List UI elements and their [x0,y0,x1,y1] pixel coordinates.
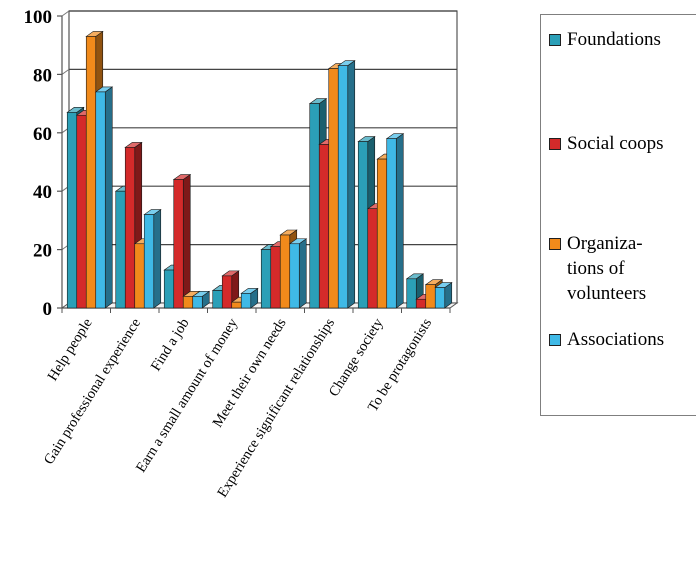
bar-front [115,190,126,309]
bar-front [260,249,272,309]
legend-swatch [549,238,561,250]
legend-label: Organiza- tions of volunteers [567,233,647,304]
bar-front [328,68,339,309]
bar-front [163,269,175,309]
bar-front [279,234,291,309]
bar-front [76,114,87,309]
y-tick-label: 80 [33,65,52,86]
legend-label: Social coops [567,133,664,154]
bar-side [395,133,404,309]
bar-side [104,86,113,309]
bar-side [298,238,307,309]
bar-front [182,296,194,309]
bar-front [212,290,223,309]
bar [221,270,240,309]
legend-item: Foundations [549,27,696,52]
bar [337,60,356,309]
bar-side [153,208,162,309]
bar [94,86,114,309]
bar-layer [66,30,453,309]
y-tick-label: 20 [33,241,52,262]
legend-swatch [549,334,561,346]
bar-side [182,173,191,309]
bar [172,173,192,309]
bar-front [221,275,233,309]
bar-front [231,301,242,309]
y-tick-label: 100 [24,7,53,28]
legend-label: Foundations [567,29,661,50]
bar-front [376,158,388,309]
bar [434,281,453,309]
bar [288,238,308,309]
bar [240,287,259,309]
bar-front [192,296,203,309]
bar-front [337,65,349,309]
bar-front [240,293,252,309]
legend-label: Associations [567,329,665,350]
gridline-depth [61,68,70,75]
x-category-label: Help people [45,316,96,384]
legend-item: Associations [549,327,696,352]
bar-front [289,243,300,309]
bar-front [173,179,184,309]
legend-item: Social coops [549,131,696,156]
bar-front [134,243,145,309]
bar-front [357,141,369,309]
x-category-label: Gain professional experience [41,316,144,468]
bar-front [124,147,136,309]
bar-front [367,208,378,309]
legend-item: Organiza- tions of volunteers [549,231,696,306]
bar-front [85,36,97,309]
bar-front [425,284,436,309]
y-tick-label: 0 [43,299,53,320]
bar-front [143,214,155,309]
x-category-label: Find a job [148,316,193,374]
legend: Foundations Social coops Organiza- tions o… [540,14,696,416]
bar-front [434,287,446,309]
bar [143,208,162,309]
bar [191,290,211,309]
bar-front [309,103,320,309]
legend-swatch [549,138,561,150]
legend-swatch [549,34,561,46]
bar-front [95,91,106,309]
bar-side [347,60,356,309]
bar [385,133,405,309]
bar-front [66,112,78,309]
bar-front [406,278,417,309]
bar-front [386,138,397,309]
bar-front [270,246,281,309]
gridline-depth [61,10,70,17]
bar-front [415,298,427,309]
y-tick-label: 40 [33,182,52,203]
y-tick-label: 60 [33,124,52,145]
bar-front [318,144,330,309]
